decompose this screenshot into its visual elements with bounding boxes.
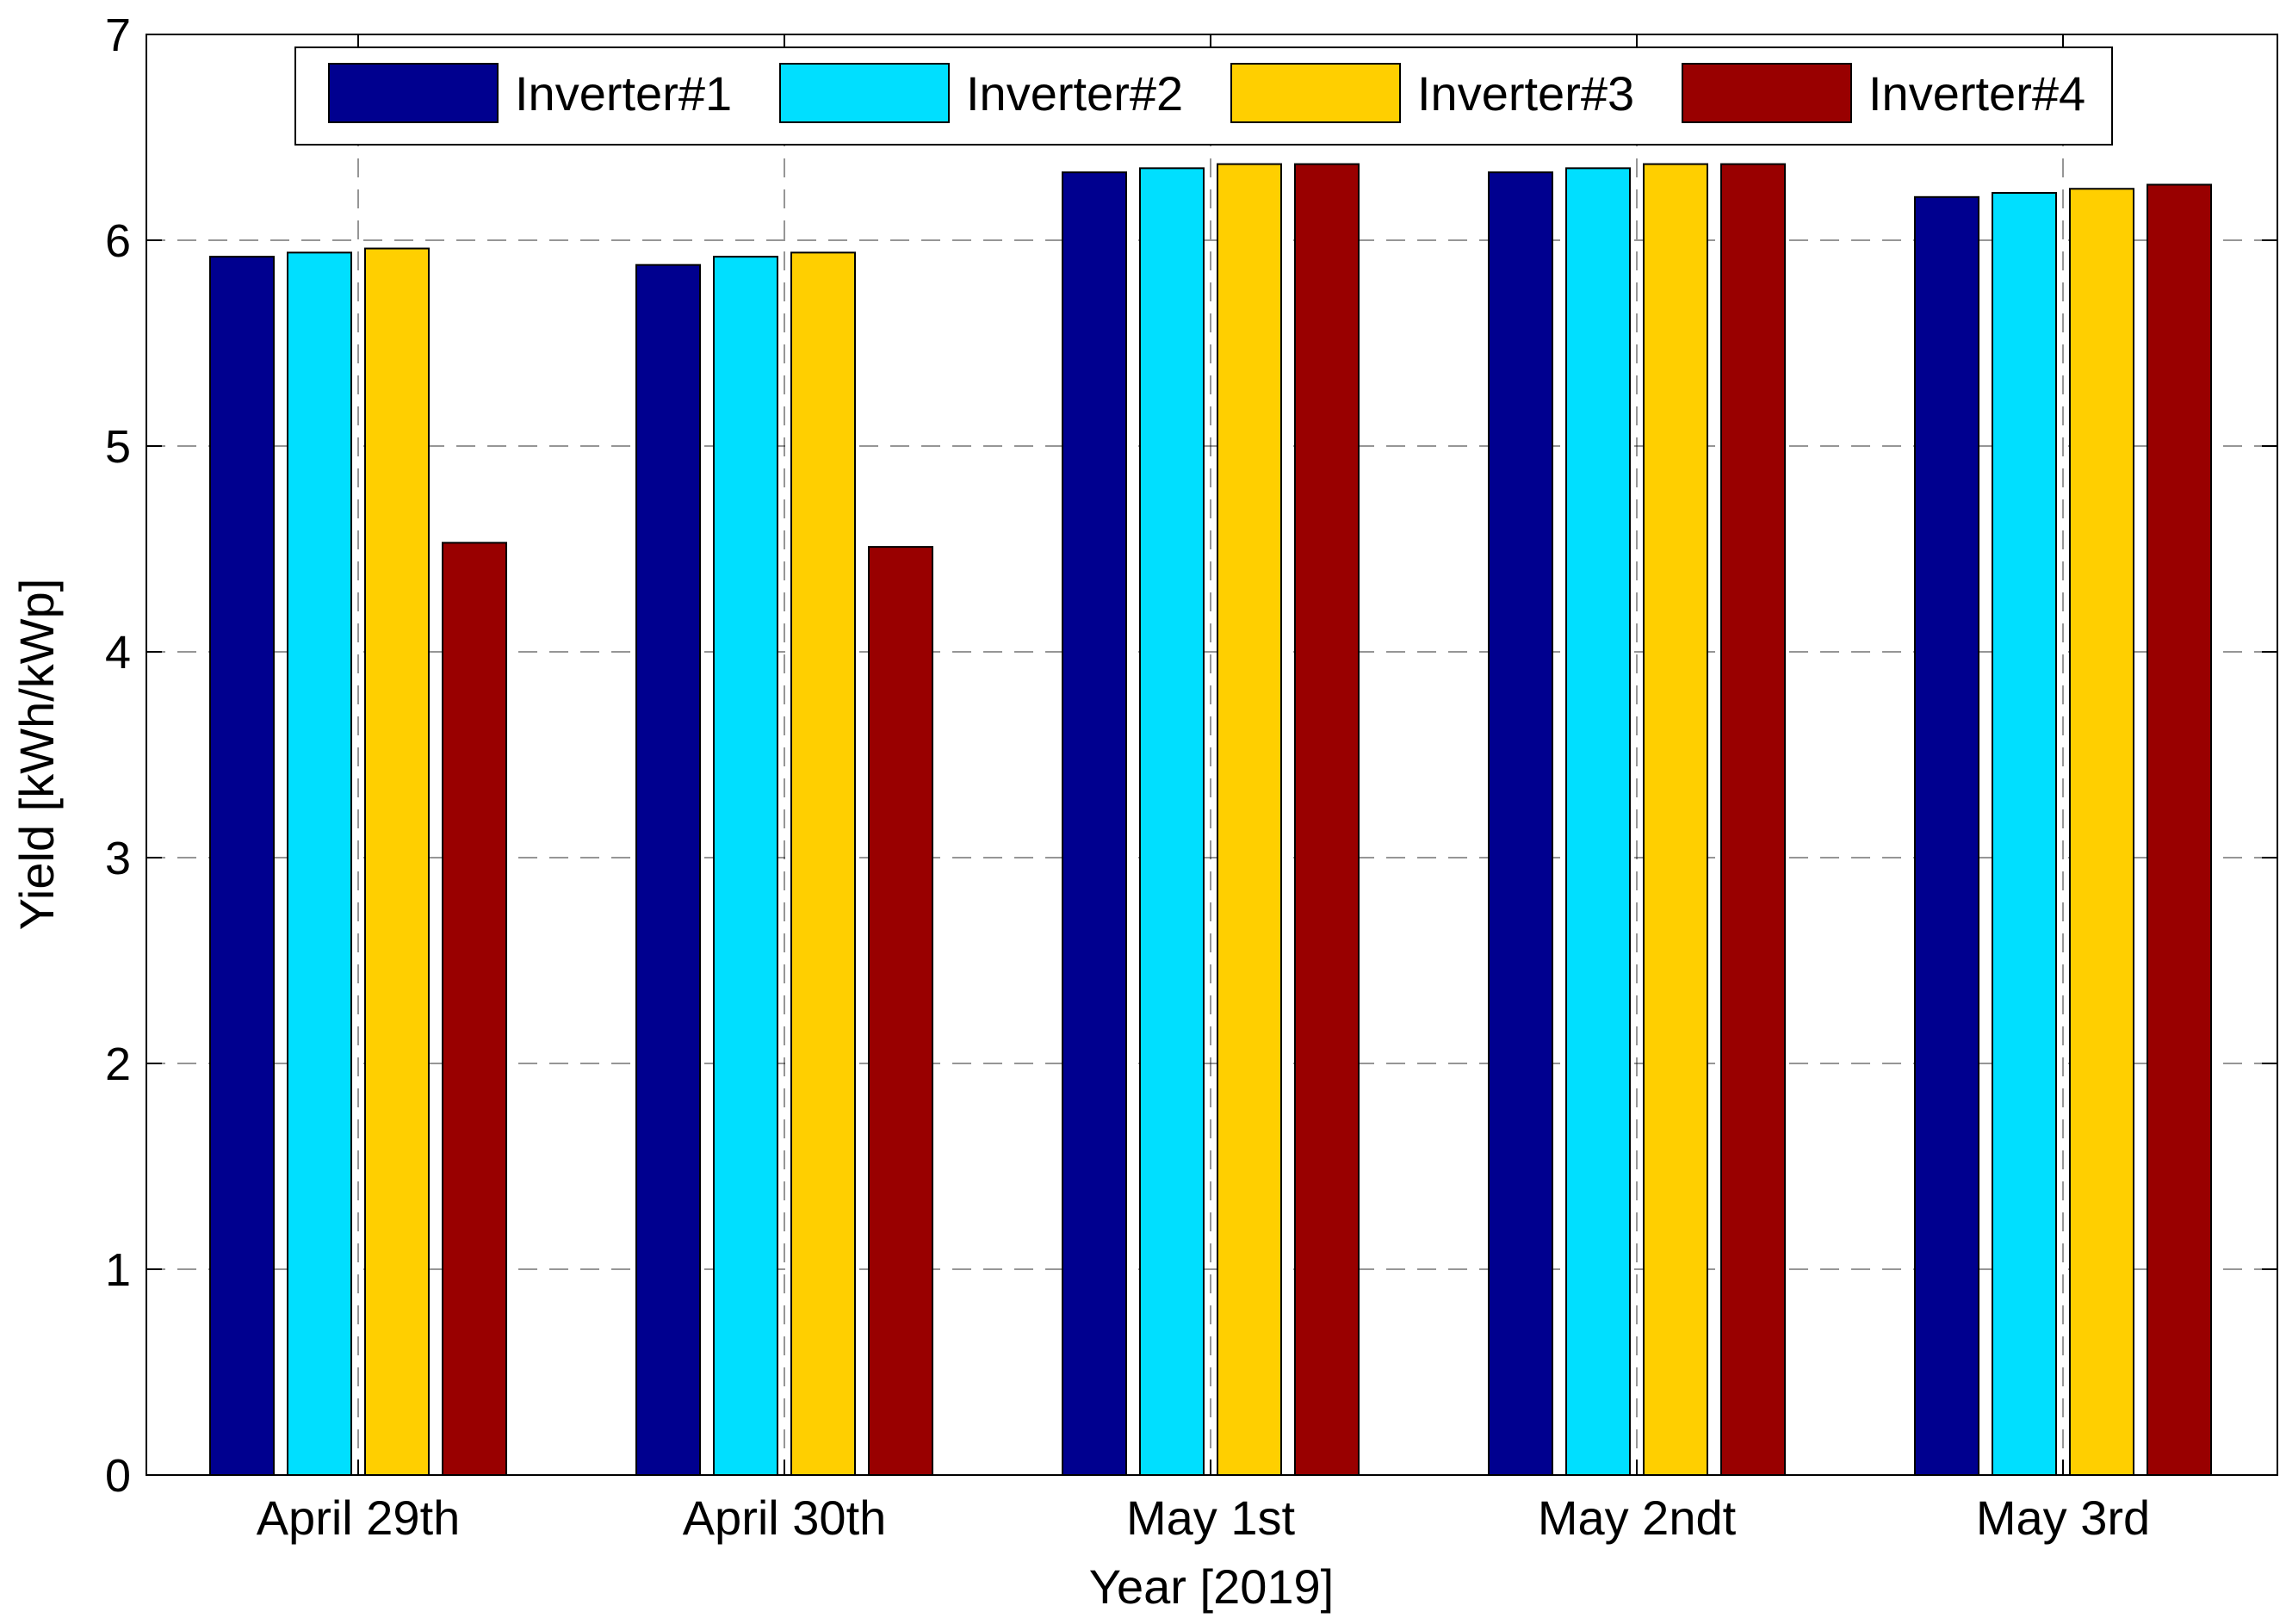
legend-label: Inverter#4 bbox=[1868, 66, 2085, 121]
y-axis-label: Yield [kWh/kWp] bbox=[9, 579, 64, 931]
legend-swatch bbox=[328, 63, 499, 123]
legend-swatch bbox=[1682, 63, 1852, 123]
bar bbox=[868, 546, 933, 1476]
y-tick-label: 3 bbox=[105, 833, 131, 884]
bar bbox=[2069, 188, 2134, 1476]
bar bbox=[790, 251, 856, 1477]
legend-swatch bbox=[779, 63, 950, 123]
y-tick-label: 0 bbox=[105, 1450, 131, 1502]
bar bbox=[635, 263, 701, 1476]
bars bbox=[209, 163, 2212, 1477]
bar bbox=[1565, 167, 1631, 1477]
bar bbox=[2147, 183, 2212, 1477]
x-tick-label: April 30th bbox=[683, 1491, 887, 1545]
bar bbox=[1914, 195, 1979, 1476]
y-tick-label: 7 bbox=[105, 9, 131, 61]
bar bbox=[1294, 163, 1360, 1477]
bar bbox=[1488, 171, 1553, 1476]
bar bbox=[209, 256, 275, 1476]
x-tick-label: May 2ndt bbox=[1538, 1491, 1737, 1545]
y-tick-label: 1 bbox=[105, 1244, 131, 1296]
y-tick-label: 4 bbox=[105, 627, 131, 679]
bar bbox=[287, 251, 352, 1477]
bar bbox=[1062, 171, 1127, 1476]
bar bbox=[1992, 192, 2057, 1476]
y-tick-label: 6 bbox=[105, 215, 131, 267]
bar bbox=[1139, 167, 1205, 1477]
bar bbox=[1643, 163, 1708, 1477]
bar bbox=[364, 247, 430, 1476]
x-axis-label: Year [2019] bbox=[1089, 1559, 1334, 1614]
x-tick-label: April 29th bbox=[257, 1491, 461, 1545]
legend: Inverter#1 Inverter#2 Inverter#3 Inverter#4 bbox=[294, 46, 2113, 146]
legend-label: Inverter#1 bbox=[515, 66, 732, 121]
bar bbox=[1720, 163, 1786, 1477]
y-tick-label: 2 bbox=[105, 1038, 131, 1090]
legend-label: Inverter#3 bbox=[1417, 66, 1634, 121]
bar bbox=[713, 256, 778, 1476]
y-tick-label: 5 bbox=[105, 421, 131, 473]
x-tick-labels: April 29th April 30th May 1st May 2ndt May 3… bbox=[257, 1491, 2150, 1545]
legend-swatch bbox=[1230, 63, 1401, 123]
x-tick-label: May 1st bbox=[1126, 1491, 1295, 1545]
plot-frame bbox=[146, 34, 2278, 1476]
legend-label: Inverter#2 bbox=[966, 66, 1183, 121]
bar bbox=[442, 542, 507, 1477]
x-tick-label: May 3rd bbox=[1976, 1491, 2150, 1545]
y-tick-labels: 0 1 2 3 4 5 6 7 bbox=[105, 9, 131, 1502]
bar bbox=[1217, 163, 1282, 1477]
